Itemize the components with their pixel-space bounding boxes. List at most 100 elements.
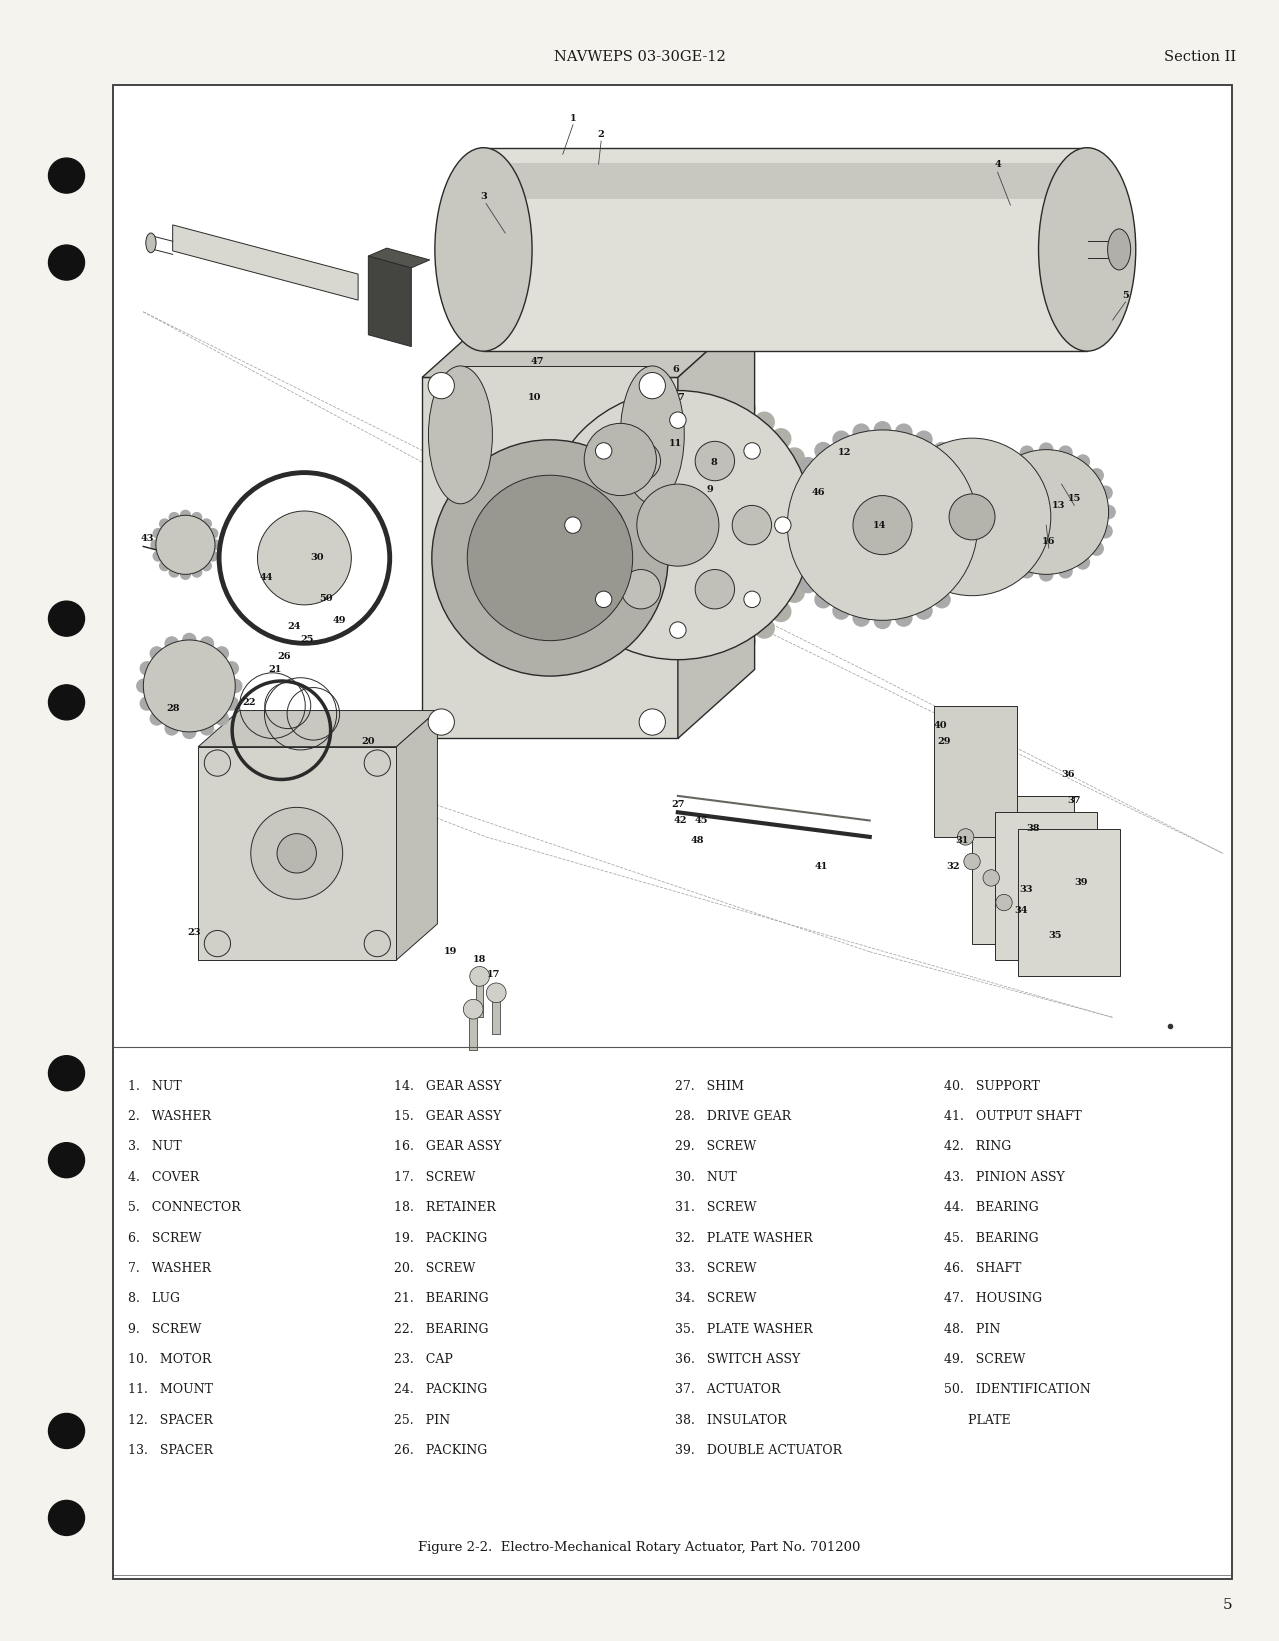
Circle shape: [215, 712, 229, 725]
Text: 24.   PACKING: 24. PACKING: [394, 1383, 487, 1396]
Ellipse shape: [49, 1500, 84, 1536]
Circle shape: [150, 712, 164, 725]
Text: Figure 2-2.  Electro-Mechanical Rotary Actuator, Part No. 701200: Figure 2-2. Electro-Mechanical Rotary Ac…: [418, 1541, 861, 1554]
Ellipse shape: [435, 148, 532, 351]
Text: 7.   WASHER: 7. WASHER: [128, 1262, 211, 1275]
Text: 40.   SUPPORT: 40. SUPPORT: [944, 1080, 1040, 1093]
Circle shape: [989, 542, 1003, 555]
Circle shape: [934, 591, 950, 607]
Circle shape: [916, 602, 932, 619]
Circle shape: [961, 476, 976, 492]
Text: 20.   SCREW: 20. SCREW: [394, 1262, 476, 1275]
Circle shape: [755, 412, 774, 432]
Text: 30: 30: [311, 553, 324, 563]
Circle shape: [771, 428, 790, 448]
Ellipse shape: [49, 684, 84, 720]
Text: 11.   MOUNT: 11. MOUNT: [128, 1383, 212, 1396]
Circle shape: [775, 517, 790, 533]
Text: 16: 16: [1042, 537, 1055, 546]
Polygon shape: [422, 309, 755, 377]
Circle shape: [169, 512, 179, 522]
Polygon shape: [368, 256, 412, 346]
Text: 23.   CAP: 23. CAP: [394, 1352, 453, 1365]
Text: 4: 4: [994, 159, 1001, 169]
Circle shape: [601, 399, 620, 418]
Circle shape: [875, 422, 890, 438]
Text: 20: 20: [362, 737, 375, 747]
Polygon shape: [422, 377, 678, 738]
Polygon shape: [198, 711, 437, 747]
Circle shape: [692, 648, 711, 668]
Circle shape: [645, 648, 664, 668]
Polygon shape: [1018, 829, 1120, 976]
Bar: [476, 976, 483, 1017]
Circle shape: [967, 538, 984, 555]
Text: 40: 40: [934, 720, 946, 730]
Polygon shape: [972, 796, 1074, 944]
Circle shape: [541, 469, 561, 489]
Bar: [483, 162, 1087, 199]
Circle shape: [205, 750, 230, 776]
Circle shape: [958, 829, 973, 845]
Circle shape: [964, 853, 980, 870]
Circle shape: [788, 430, 977, 620]
Circle shape: [596, 443, 611, 459]
Circle shape: [969, 517, 986, 533]
Circle shape: [875, 612, 890, 629]
Text: 21: 21: [269, 665, 281, 674]
Circle shape: [1090, 469, 1104, 482]
Circle shape: [781, 538, 798, 555]
Circle shape: [1059, 446, 1072, 459]
Text: 22: 22: [243, 697, 256, 707]
Circle shape: [949, 458, 966, 474]
Polygon shape: [678, 309, 755, 738]
Circle shape: [784, 583, 804, 602]
Text: 26.   PACKING: 26. PACKING: [394, 1444, 487, 1457]
Text: 2: 2: [597, 130, 605, 139]
Text: 36: 36: [1062, 770, 1074, 779]
Text: 28: 28: [166, 704, 179, 714]
Circle shape: [989, 469, 1003, 482]
Circle shape: [692, 382, 711, 402]
Circle shape: [895, 610, 912, 627]
Text: 39: 39: [1074, 878, 1087, 888]
Ellipse shape: [49, 158, 84, 194]
Circle shape: [192, 512, 202, 522]
Bar: [483, 148, 1087, 351]
Circle shape: [551, 448, 572, 468]
Circle shape: [815, 591, 831, 607]
Ellipse shape: [49, 1142, 84, 1178]
Bar: [469, 1009, 477, 1050]
Text: 31.   SCREW: 31. SCREW: [675, 1201, 757, 1214]
Text: 33.   SCREW: 33. SCREW: [675, 1262, 757, 1275]
Circle shape: [779, 517, 796, 533]
Polygon shape: [396, 711, 437, 960]
Text: 31: 31: [955, 835, 968, 845]
Bar: [113, 85, 1232, 1579]
Text: 45: 45: [694, 816, 707, 825]
Circle shape: [585, 423, 656, 496]
Circle shape: [996, 894, 1012, 911]
Circle shape: [180, 510, 191, 520]
Circle shape: [794, 561, 815, 581]
Circle shape: [183, 725, 196, 738]
Circle shape: [833, 602, 849, 619]
Circle shape: [169, 568, 179, 578]
Bar: [113, 85, 1232, 1579]
Circle shape: [984, 870, 999, 886]
Text: 38: 38: [1027, 824, 1040, 834]
Circle shape: [622, 441, 660, 481]
Ellipse shape: [146, 233, 156, 253]
Circle shape: [225, 661, 238, 674]
Text: 2.   WASHER: 2. WASHER: [128, 1109, 211, 1122]
Circle shape: [637, 484, 719, 566]
Circle shape: [156, 515, 215, 574]
Bar: [118, 98, 1224, 1042]
Circle shape: [153, 551, 164, 561]
Text: 19: 19: [444, 947, 457, 957]
Circle shape: [1090, 542, 1104, 555]
Circle shape: [803, 515, 822, 535]
Circle shape: [781, 496, 798, 512]
Circle shape: [916, 432, 932, 448]
Bar: [460, 366, 652, 504]
